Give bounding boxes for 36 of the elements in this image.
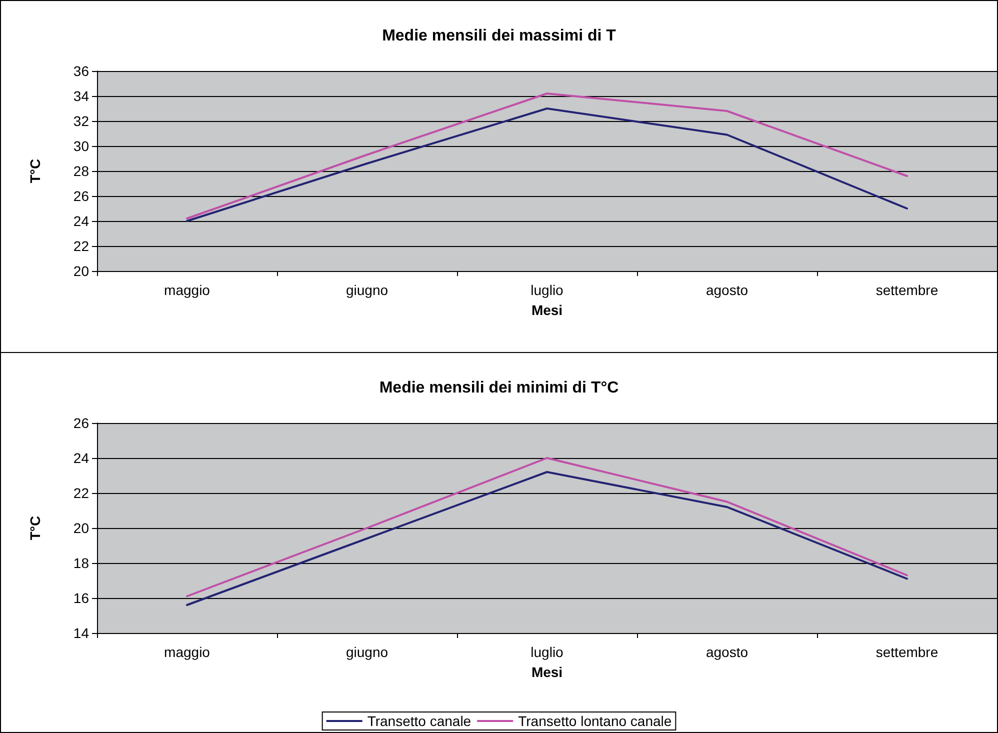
x-tick-label: agosto xyxy=(706,644,748,660)
y-tick-label: 34 xyxy=(73,88,90,104)
chart-title: Medie mensili dei minimi di T°C xyxy=(379,380,620,396)
y-axis-title: T°C xyxy=(27,516,43,540)
y-tick-label: 30 xyxy=(73,138,90,154)
y-tick-label: 28 xyxy=(73,163,90,179)
y-tick-label: 32 xyxy=(73,113,90,129)
x-tick-label: giugno xyxy=(346,282,388,298)
x-tick-label: settembre xyxy=(876,644,938,660)
x-axis-title: Mesi xyxy=(531,302,563,318)
x-tick-label: settembre xyxy=(876,282,938,298)
chart-title: Medie mensili dei massimi di T xyxy=(382,28,616,44)
x-tick-label: luglio xyxy=(530,282,564,298)
y-tick-label: 26 xyxy=(73,415,90,431)
y-tick-label: 36 xyxy=(73,63,90,79)
x-axis-title: Mesi xyxy=(531,664,563,680)
y-tick-label: 20 xyxy=(73,263,90,279)
y-tick-label: 20 xyxy=(73,520,90,536)
y-tick-label: 26 xyxy=(73,188,90,204)
legend-label: Transetto lontano canale xyxy=(518,713,672,729)
y-tick-label: 14 xyxy=(73,625,90,641)
y-tick-label: 22 xyxy=(73,238,90,254)
x-tick-label: maggio xyxy=(164,644,210,660)
y-tick-label: 22 xyxy=(73,485,90,501)
x-tick-label: agosto xyxy=(706,282,748,298)
legend-label: Transetto canale xyxy=(367,713,472,729)
line-series xyxy=(186,471,908,606)
y-tick-label: 24 xyxy=(73,450,90,466)
x-tick-label: giugno xyxy=(346,644,388,660)
x-tick-label: luglio xyxy=(530,644,564,660)
line-series xyxy=(186,457,908,598)
y-axis-title: T°C xyxy=(27,158,43,184)
y-tick-label: 24 xyxy=(73,213,90,229)
y-tick-label: 16 xyxy=(73,590,90,606)
x-tick-label: maggio xyxy=(164,282,210,298)
y-tick-label: 18 xyxy=(73,555,90,571)
